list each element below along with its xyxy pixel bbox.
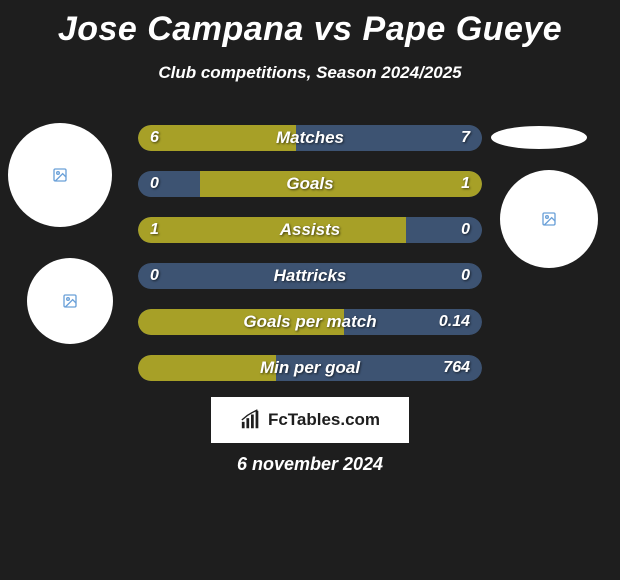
stat-bar-fill-left [138, 125, 296, 151]
stat-value-left: 6 [150, 129, 159, 147]
brand-text: FcTables.com [268, 410, 380, 430]
player-avatar-left-1 [8, 123, 112, 227]
stat-value-right: 1 [461, 175, 470, 193]
stat-value-right: 0 [461, 267, 470, 285]
stat-value-right: 0 [461, 221, 470, 239]
stat-value-right: 7 [461, 129, 470, 147]
stat-bar-fill-left [138, 355, 276, 381]
image-placeholder-icon [52, 167, 68, 183]
stat-row: 10Assists [138, 217, 482, 243]
stat-value-left: 0 [150, 267, 159, 285]
stat-bar-fill-left [138, 309, 344, 335]
stat-bar-fill-right [406, 217, 482, 243]
brand-badge: FcTables.com [211, 397, 409, 443]
stat-bar-fill-left [138, 217, 406, 243]
player-avatar-right-ellipse [491, 126, 587, 149]
stat-value-left: 0 [150, 175, 159, 193]
stat-row: 01Goals [138, 171, 482, 197]
stat-bar-fill-right [200, 171, 482, 197]
snapshot-date: 6 november 2024 [0, 454, 620, 475]
brand-chart-icon [240, 409, 262, 431]
stat-row: 00Hattricks [138, 263, 482, 289]
player-avatar-right [500, 170, 598, 268]
stat-bar-fill-left [138, 171, 200, 197]
player-avatar-left-2 [27, 258, 113, 344]
comparison-title: Jose Campana vs Pape Gueye [0, 0, 620, 49]
stat-row: 67Matches [138, 125, 482, 151]
stat-bar-fill-right [296, 125, 482, 151]
comparison-subtitle: Club competitions, Season 2024/2025 [0, 63, 620, 83]
stat-value-right: 764 [443, 359, 470, 377]
stat-bars: 67Matches01Goals10Assists00Hattricks0.14… [138, 125, 482, 401]
stat-value-right: 0.14 [439, 313, 470, 331]
stat-row: 0.14Goals per match [138, 309, 482, 335]
stat-value-left: 1 [150, 221, 159, 239]
stat-bar-track [138, 263, 482, 289]
image-placeholder-icon [62, 293, 78, 309]
stat-row: 764Min per goal [138, 355, 482, 381]
image-placeholder-icon [541, 211, 557, 227]
